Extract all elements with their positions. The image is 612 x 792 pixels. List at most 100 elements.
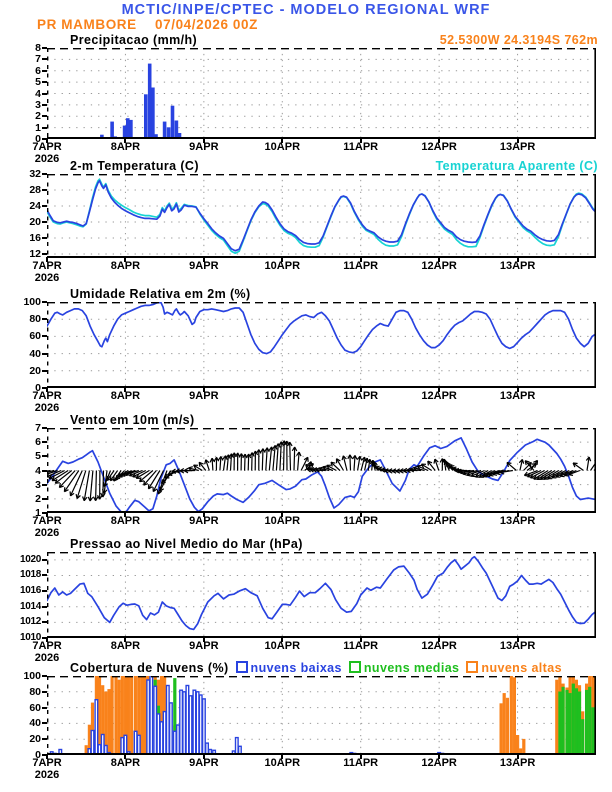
x-tick-label: 13APR — [499, 390, 536, 402]
cloud-cover-title: Cobertura de Nuvens (%) — [70, 661, 229, 675]
x-tick — [202, 138, 205, 143]
x-tick-label: 11APR — [343, 260, 379, 272]
pressure-title: Pressao ao Nivel Medio do Mar (hPa) — [70, 537, 303, 551]
y-tick-label: 20 — [0, 216, 47, 228]
cloud-cover-plot-area — [47, 676, 596, 755]
x-tick-label: 7APR 2026 — [17, 141, 77, 165]
x-tick — [516, 387, 519, 392]
x-axis-year-label: 2026 — [34, 153, 60, 165]
panel-temperature: 2-m Temperatura (C) Temperatura Aparente… — [0, 159, 612, 284]
x-tick-label: 8APR — [110, 757, 141, 769]
legend-item-mid-clouds: nuvens medias — [348, 661, 460, 675]
low-clouds-swatch-icon — [235, 661, 248, 673]
x-tick — [202, 257, 205, 262]
x-tick-label: 13APR — [499, 141, 536, 153]
x-tick-label: 10APR — [264, 640, 301, 652]
x-tick — [46, 387, 48, 392]
legend-item-high-clouds: nuvens altas — [466, 661, 562, 675]
x-tick-label: 11APR — [343, 390, 379, 402]
temperature-plot-area — [47, 174, 596, 258]
x-axis-year-label: 2026 — [34, 769, 60, 781]
y-tick-label: 80 — [0, 686, 47, 698]
x-tick-label: 13APR — [499, 515, 536, 527]
panel-precipitation: Precipitacao (mm/h) 52.5300W 24.3194S 76… — [0, 33, 612, 165]
x-tick — [124, 138, 127, 143]
x-tick-label: 9APR — [189, 515, 219, 527]
apparent-temperature-title: Temperatura Aparente (C) — [435, 159, 598, 173]
y-tick-label: 1012 — [0, 616, 47, 628]
y-tick-label: 20 — [0, 733, 47, 745]
y-tick-label: 100 — [0, 670, 47, 682]
x-tick — [202, 512, 205, 517]
pressure-x-axis: 7APR 2026 8APR 9APR 10APR 11APR 12APR 13APR — [0, 637, 612, 664]
x-tick-label: 10APR — [264, 141, 301, 153]
x-tick-label: 9APR — [189, 141, 219, 153]
wind-title: Vento em 10m (m/s) — [70, 413, 195, 427]
y-tick-label: 40 — [0, 717, 47, 729]
high-clouds-label: nuvens altas — [481, 661, 562, 675]
y-tick-label: 16 — [0, 232, 47, 244]
station-name: PR MAMBORE — [37, 17, 137, 32]
x-tick-label: 8APR — [110, 141, 141, 153]
x-tick-label: 8APR — [110, 260, 141, 272]
x-tick — [281, 637, 284, 642]
x-tick-label: 10APR — [264, 515, 301, 527]
y-tick-label: 2 — [0, 493, 47, 505]
x-tick-label: 7APR 2026 — [17, 640, 77, 664]
x-tick — [124, 512, 127, 517]
y-tick-label: 1 — [0, 507, 47, 519]
x-tick — [438, 754, 441, 759]
temp-chart — [47, 174, 596, 258]
x-tick — [281, 257, 284, 262]
legend-item-low-clouds: nuvens baixas — [235, 661, 342, 675]
x-tick-label: 7APR 2026 — [17, 757, 77, 781]
x-tick-label: 13APR — [499, 757, 536, 769]
x-tick — [281, 754, 284, 759]
mid-clouds-swatch-icon — [348, 661, 361, 673]
y-tick-label: 0 — [0, 382, 47, 394]
precipitation-x-axis: 7APR 2026 8APR 9APR 10APR 11APR 12APR 13APR — [0, 138, 612, 165]
precipitation-title: Precipitacao (mm/h) — [70, 33, 198, 47]
x-tick — [516, 138, 519, 143]
rh-chart — [47, 302, 596, 388]
x-tick — [46, 512, 48, 517]
run-datetime: 07/04/2026 00Z — [155, 17, 258, 32]
x-tick-label: 8APR — [110, 390, 141, 402]
x-tick — [359, 754, 362, 759]
x-axis-year-label: 2026 — [34, 527, 60, 539]
y-tick-label: 4 — [0, 465, 47, 477]
x-tick-label: 9APR — [189, 260, 219, 272]
x-tick-label: 11APR — [343, 515, 379, 527]
cloud-cover-x-axis: 7APR 2026 8APR 9APR 10APR 11APR 12APR 13APR — [0, 754, 612, 781]
y-tick-label: 6 — [0, 65, 47, 77]
x-tick — [359, 257, 362, 262]
y-tick-label: 28 — [0, 184, 47, 196]
precipitation-plot-area — [47, 48, 596, 139]
x-tick — [281, 512, 284, 517]
x-axis-year-label: 2026 — [34, 402, 60, 414]
y-tick-label: 0 — [0, 133, 47, 145]
x-tick — [202, 754, 205, 759]
x-tick — [281, 138, 284, 143]
y-tick-label: 2 — [0, 110, 47, 122]
low-clouds-label: nuvens baixas — [250, 661, 342, 675]
panel-relative-humidity: Umidade Relativa em 2m (%) 100 80 60 40 20 0 … — [0, 287, 612, 414]
press-chart — [47, 552, 596, 638]
y-tick-label: 6 — [0, 436, 47, 448]
y-tick-label: 40 — [0, 348, 47, 360]
x-tick-label: 13APR — [499, 640, 536, 652]
y-tick-label: 24 — [0, 200, 47, 212]
x-tick — [359, 512, 362, 517]
x-tick-label: 7APR 2026 — [17, 515, 77, 539]
y-tick-label: 12 — [0, 248, 47, 260]
temperature-x-axis: 7APR 2026 8APR 9APR 10APR 11APR 12APR 13APR — [0, 257, 612, 284]
y-tick-label: 0 — [0, 749, 47, 761]
x-tick — [438, 637, 441, 642]
wind-chart — [47, 428, 596, 513]
x-tick — [438, 257, 441, 262]
mid-clouds-label: nuvens medias — [363, 661, 460, 675]
y-tick-label: 1010 — [0, 632, 47, 644]
x-tick-label: 12APR — [421, 260, 457, 272]
x-tick-label: 11APR — [343, 141, 379, 153]
